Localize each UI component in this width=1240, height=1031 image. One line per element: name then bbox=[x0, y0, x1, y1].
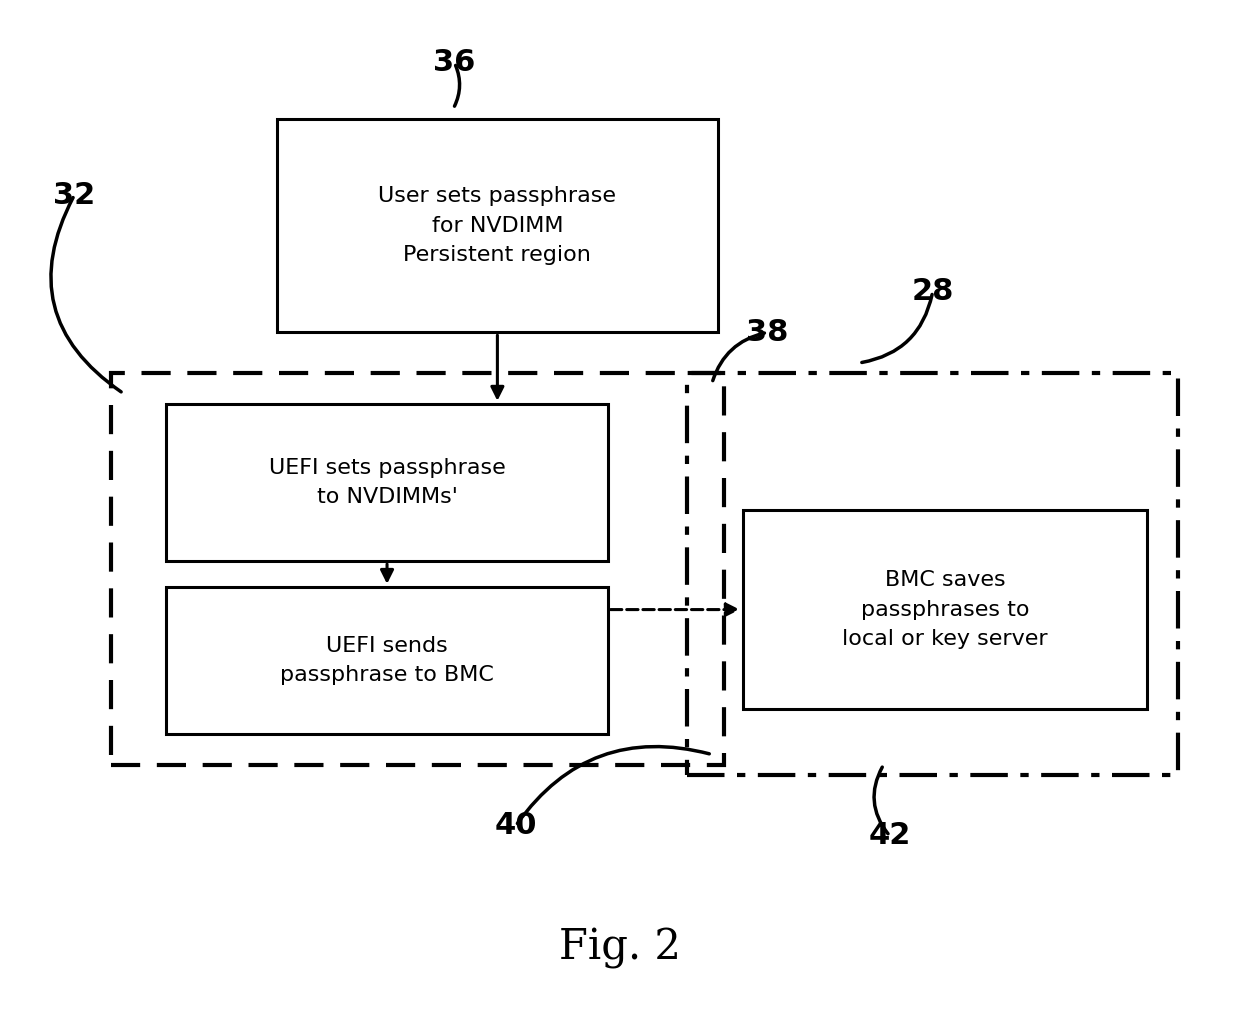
Text: 36: 36 bbox=[433, 48, 476, 77]
Text: User sets passphrase
for NVDIMM
Persistent region: User sets passphrase for NVDIMM Persiste… bbox=[378, 186, 616, 265]
Bar bbox=[687, 373, 1178, 775]
Bar bbox=[166, 403, 608, 561]
Bar bbox=[743, 510, 1147, 708]
Text: 32: 32 bbox=[53, 180, 95, 209]
Bar bbox=[166, 587, 608, 734]
Text: UEFI sends
passphrase to BMC: UEFI sends passphrase to BMC bbox=[280, 636, 494, 686]
Text: 28: 28 bbox=[911, 277, 954, 306]
Text: Fig. 2: Fig. 2 bbox=[559, 927, 681, 969]
Bar bbox=[112, 373, 724, 765]
Text: 42: 42 bbox=[868, 822, 911, 851]
Text: BMC saves
passphrases to
local or key server: BMC saves passphrases to local or key se… bbox=[842, 570, 1048, 650]
Text: 38: 38 bbox=[746, 318, 789, 346]
Bar bbox=[277, 119, 718, 332]
Text: 40: 40 bbox=[495, 811, 537, 840]
Text: UEFI sets passphrase
to NVDIMMs': UEFI sets passphrase to NVDIMMs' bbox=[269, 458, 506, 507]
